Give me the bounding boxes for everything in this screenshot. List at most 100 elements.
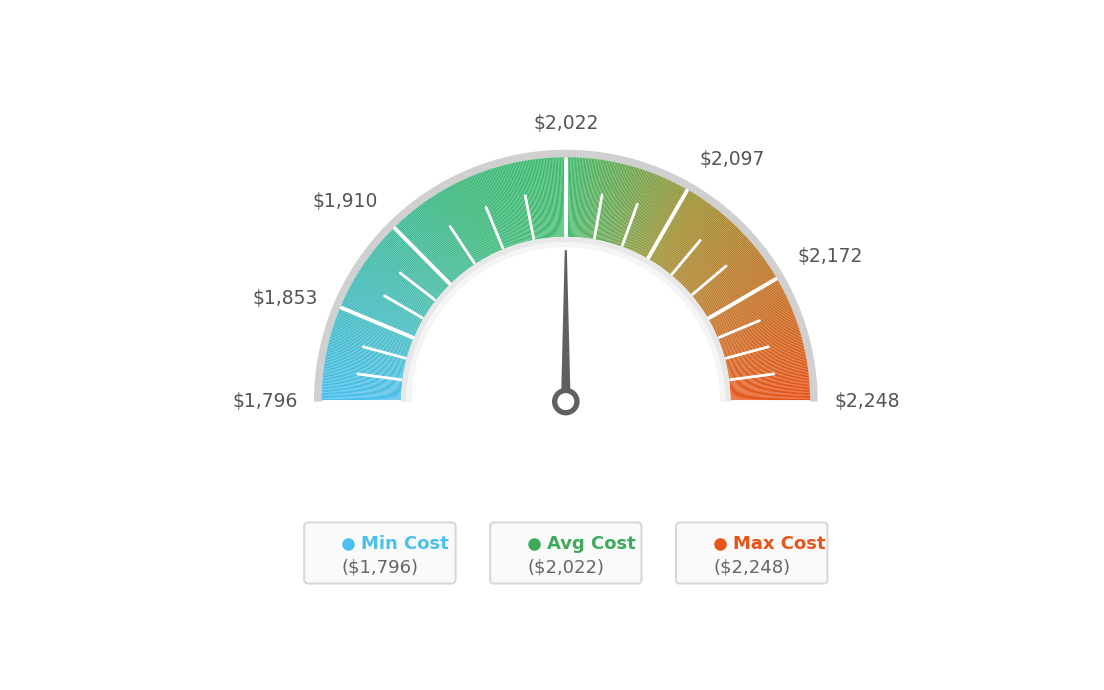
Wedge shape <box>449 186 488 257</box>
Wedge shape <box>720 316 795 345</box>
Wedge shape <box>723 328 799 353</box>
Wedge shape <box>566 157 569 237</box>
Wedge shape <box>723 329 799 354</box>
Wedge shape <box>332 329 408 354</box>
Wedge shape <box>335 322 411 348</box>
Wedge shape <box>665 206 714 270</box>
Wedge shape <box>657 198 702 265</box>
Wedge shape <box>731 393 810 397</box>
Wedge shape <box>673 217 728 278</box>
Wedge shape <box>723 332 800 355</box>
Wedge shape <box>363 263 431 309</box>
Wedge shape <box>352 282 422 322</box>
Wedge shape <box>598 162 616 240</box>
Wedge shape <box>624 172 652 248</box>
Wedge shape <box>495 167 519 244</box>
Wedge shape <box>728 357 806 373</box>
Wedge shape <box>344 297 417 333</box>
Wedge shape <box>326 356 404 372</box>
Wedge shape <box>658 199 703 266</box>
Wedge shape <box>630 177 662 250</box>
Wedge shape <box>561 157 564 237</box>
Wedge shape <box>327 347 405 366</box>
Wedge shape <box>535 159 546 238</box>
Wedge shape <box>381 241 442 294</box>
Wedge shape <box>570 157 573 237</box>
Wedge shape <box>689 239 750 293</box>
Wedge shape <box>730 383 809 391</box>
Wedge shape <box>373 250 436 301</box>
Wedge shape <box>380 242 440 295</box>
Wedge shape <box>676 219 730 279</box>
Wedge shape <box>617 169 643 245</box>
Wedge shape <box>455 183 492 255</box>
Wedge shape <box>715 300 789 334</box>
Wedge shape <box>573 157 578 237</box>
Wedge shape <box>689 240 750 293</box>
Wedge shape <box>440 191 482 260</box>
Wedge shape <box>508 164 528 242</box>
Wedge shape <box>716 303 790 336</box>
Wedge shape <box>716 302 789 335</box>
Wedge shape <box>331 333 407 357</box>
Wedge shape <box>683 231 742 287</box>
Wedge shape <box>713 293 786 330</box>
Wedge shape <box>333 324 410 351</box>
Wedge shape <box>614 168 638 244</box>
Wedge shape <box>625 173 655 248</box>
Wedge shape <box>693 247 756 298</box>
Wedge shape <box>698 255 763 304</box>
Wedge shape <box>582 158 591 238</box>
Wedge shape <box>348 290 420 328</box>
Wedge shape <box>323 369 403 381</box>
Wedge shape <box>344 296 417 331</box>
Wedge shape <box>654 195 698 263</box>
Wedge shape <box>358 272 426 315</box>
Wedge shape <box>633 179 667 252</box>
Wedge shape <box>401 220 455 280</box>
Wedge shape <box>340 307 414 339</box>
Wedge shape <box>728 354 806 371</box>
Wedge shape <box>407 215 460 276</box>
Wedge shape <box>460 181 496 253</box>
Wedge shape <box>339 310 413 341</box>
Wedge shape <box>696 250 758 301</box>
Wedge shape <box>681 226 737 284</box>
Wedge shape <box>703 267 771 312</box>
Wedge shape <box>660 201 707 267</box>
Wedge shape <box>341 303 415 336</box>
Wedge shape <box>321 399 401 401</box>
Wedge shape <box>405 216 458 277</box>
Wedge shape <box>592 160 606 239</box>
Wedge shape <box>728 356 806 372</box>
Wedge shape <box>537 159 548 238</box>
Wedge shape <box>603 164 623 242</box>
Wedge shape <box>712 290 784 328</box>
Wedge shape <box>661 203 710 268</box>
Wedge shape <box>626 175 657 249</box>
Wedge shape <box>729 364 807 377</box>
Wedge shape <box>666 208 715 271</box>
Wedge shape <box>365 260 432 307</box>
Wedge shape <box>328 342 406 363</box>
Wedge shape <box>514 162 532 241</box>
Wedge shape <box>323 366 403 379</box>
Wedge shape <box>374 248 437 299</box>
Wedge shape <box>665 206 713 270</box>
Wedge shape <box>730 388 810 393</box>
Wedge shape <box>493 168 518 244</box>
Wedge shape <box>325 364 403 377</box>
Wedge shape <box>339 308 413 340</box>
Wedge shape <box>668 210 719 273</box>
Wedge shape <box>404 217 458 278</box>
Wedge shape <box>340 306 414 338</box>
Wedge shape <box>406 215 459 277</box>
Wedge shape <box>502 165 523 243</box>
Wedge shape <box>360 269 427 313</box>
Wedge shape <box>519 161 535 240</box>
Wedge shape <box>707 275 775 317</box>
Wedge shape <box>511 163 530 241</box>
Wedge shape <box>710 284 781 323</box>
Wedge shape <box>582 159 592 238</box>
Wedge shape <box>521 161 537 239</box>
